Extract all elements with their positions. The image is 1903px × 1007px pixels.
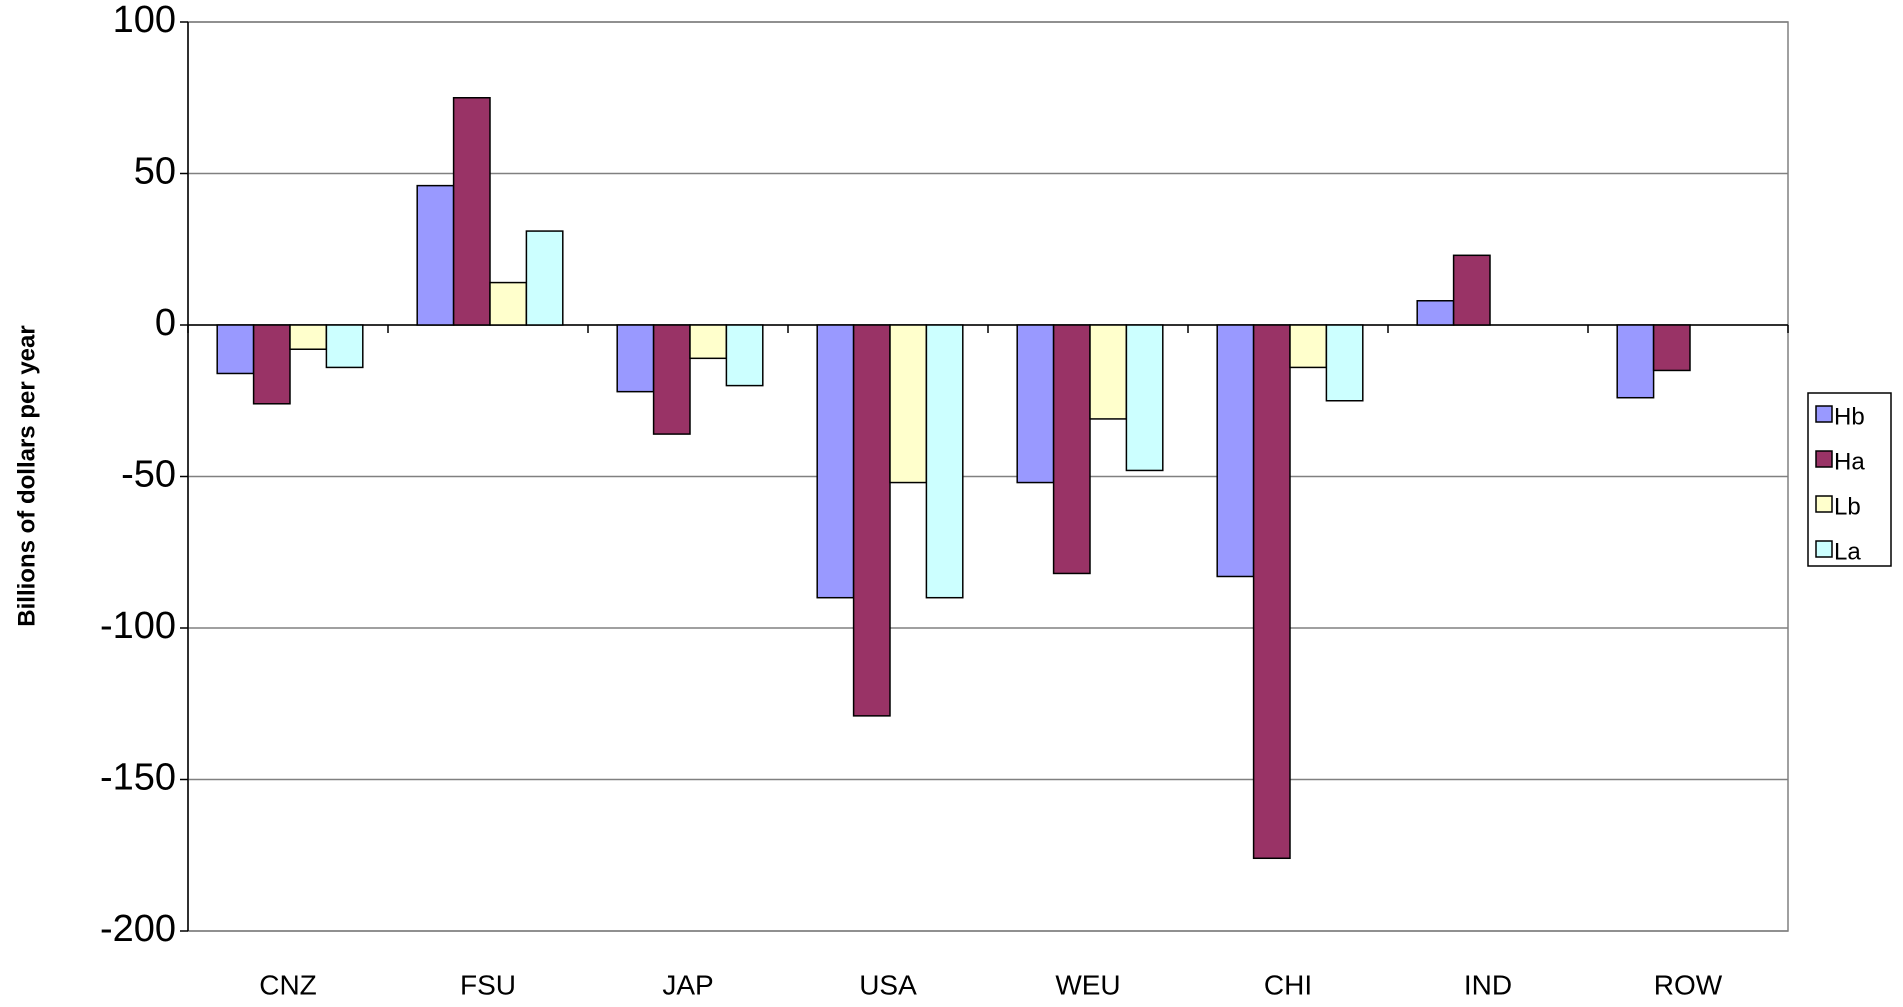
- bar: [1016, 324, 1055, 484]
- bar: [1416, 300, 1455, 326]
- y-tick-label: 50: [134, 151, 176, 193]
- bar: [652, 324, 691, 435]
- y-tick-label: 100: [113, 0, 176, 41]
- bar: [852, 324, 891, 717]
- bar: [816, 324, 855, 599]
- x-tick-label: CHI: [1264, 969, 1312, 1000]
- bar: [1452, 254, 1491, 326]
- legend-label: Hb: [1834, 403, 1865, 430]
- legend-swatch: [1815, 450, 1833, 468]
- bar: [1289, 324, 1328, 369]
- bar: [216, 324, 255, 375]
- bar: [1089, 324, 1128, 420]
- bar: [1052, 324, 1091, 575]
- x-tick-label: JAP: [662, 969, 713, 1000]
- legend-swatch: [1815, 495, 1833, 513]
- bar: [889, 324, 928, 484]
- bar: [325, 324, 364, 369]
- legend-label: Ha: [1834, 448, 1865, 475]
- bar: [925, 324, 964, 599]
- x-tick-label: ROW: [1654, 969, 1723, 1000]
- bar: [1125, 324, 1164, 472]
- legend-swatch: [1815, 540, 1833, 558]
- bar: [1652, 324, 1691, 372]
- bar: [1616, 324, 1655, 399]
- y-tick-label: -50: [121, 454, 176, 496]
- y-tick-label: -100: [100, 605, 176, 647]
- bar: [1325, 324, 1364, 402]
- x-tick-label: CNZ: [259, 969, 317, 1000]
- y-tick-label: 0: [155, 302, 176, 344]
- bar: [725, 324, 764, 387]
- y-tick-label: -200: [100, 908, 176, 950]
- bar: [252, 324, 291, 405]
- x-tick-label: IND: [1464, 969, 1512, 1000]
- legend-label: La: [1834, 538, 1861, 565]
- x-tick-label: WEU: [1055, 969, 1120, 1000]
- x-tick-label: USA: [859, 969, 917, 1000]
- bar: [289, 324, 328, 350]
- x-tick-label: FSU: [460, 969, 516, 1000]
- bar: [616, 324, 655, 393]
- legend-swatch: [1815, 405, 1833, 423]
- bar: [452, 97, 491, 326]
- bar: [525, 230, 564, 326]
- bar: [1216, 324, 1255, 578]
- bar: [689, 324, 728, 360]
- bar: [1252, 324, 1291, 860]
- legend-label: Lb: [1834, 493, 1861, 520]
- y-axis-label: Billions of dollars per year: [13, 325, 40, 626]
- bar: [489, 281, 528, 326]
- bar: [416, 184, 455, 326]
- y-tick-label: -150: [100, 757, 176, 799]
